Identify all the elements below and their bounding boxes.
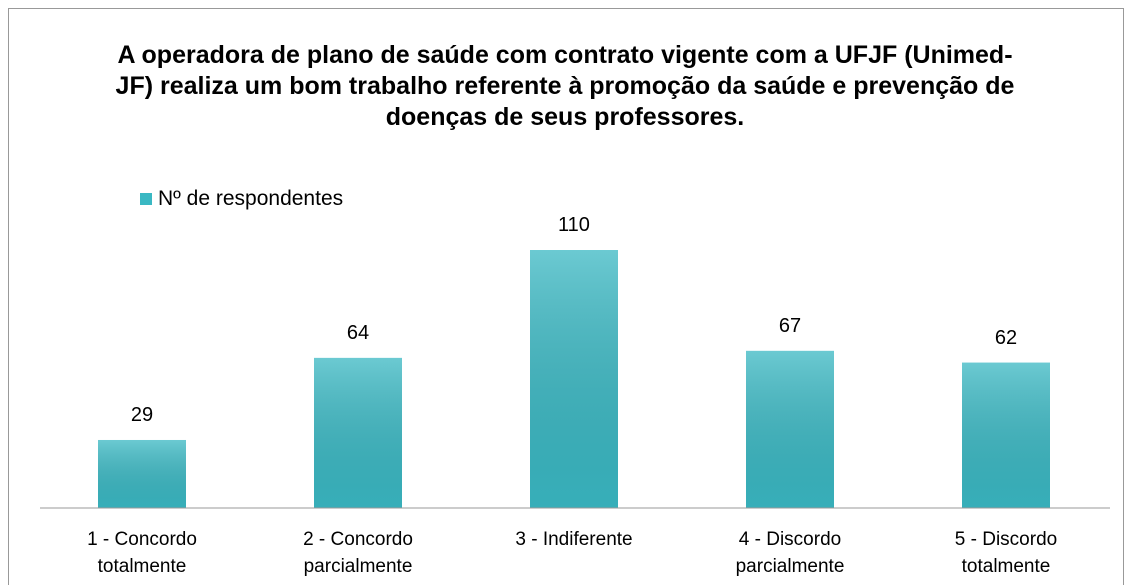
data-label: 29 <box>130 403 154 426</box>
x-tick-label: 4 - Discordo parcialmente <box>735 529 845 577</box>
x-tick-label: 1 - Concordo totalmente <box>87 529 197 577</box>
x-tick-label: 2 - Concordo parcialmente <box>303 529 413 577</box>
x-tick-label: 3 - Indiferente <box>515 529 633 550</box>
bar-shade <box>746 350 834 508</box>
data-label: 64 <box>346 321 370 344</box>
data-label: 62 <box>994 326 1018 349</box>
bar-shade <box>98 439 186 508</box>
data-label: 110 <box>558 214 590 236</box>
bar-shade <box>314 357 402 508</box>
legend: Nº de respondentes <box>140 187 343 211</box>
x-tick-label: 5 - Discordo totalmente <box>954 529 1058 577</box>
data-label: 67 <box>778 314 802 337</box>
bar-shade <box>530 250 618 508</box>
legend-swatch <box>140 193 152 205</box>
bar-shade <box>962 362 1050 508</box>
legend-label: Nº de respondentes <box>158 187 344 210</box>
chart-title: A operadora de plano de saúde com contra… <box>115 41 1015 131</box>
chart-frame <box>8 8 1124 585</box>
